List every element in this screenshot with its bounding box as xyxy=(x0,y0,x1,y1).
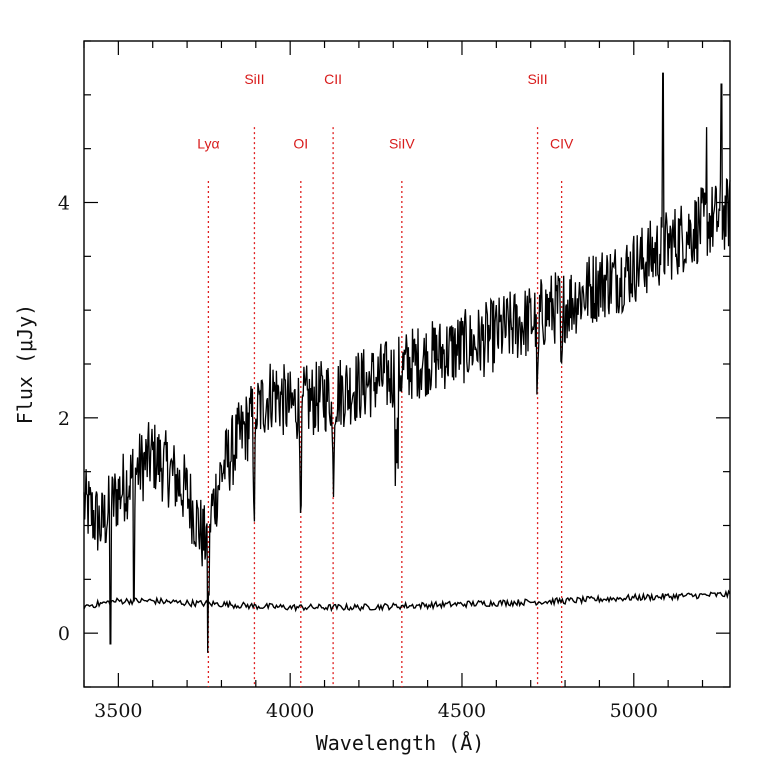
spectrum-series xyxy=(83,72,731,653)
axis-ticks xyxy=(83,40,730,688)
line-marker-label: CIV xyxy=(550,136,574,152)
x-tick-label: 3500 xyxy=(94,700,142,722)
line-marker-label: SiIV xyxy=(389,136,415,152)
x-tick-label: 5000 xyxy=(610,700,658,722)
x-tick-label: 4500 xyxy=(438,700,486,722)
line-marker-label: SiII xyxy=(527,71,547,87)
y-tick-labels: 0 2 4 xyxy=(58,193,70,646)
error-line xyxy=(83,589,731,613)
line-marker-label: SiII xyxy=(244,71,264,87)
x-tick-label: 4000 xyxy=(266,700,314,722)
line-marker-label: CII xyxy=(324,71,342,87)
x-axis-title: Wavelength (Å) xyxy=(316,731,485,755)
spectral-line-markers: Lyα SiII OI CII SiIV SiII CIV xyxy=(197,71,574,687)
y-tick-label: 4 xyxy=(58,193,70,215)
flux-line xyxy=(83,72,731,653)
y-axis-title: Flux (μJy) xyxy=(13,304,37,424)
y-tick-label: 0 xyxy=(58,623,70,645)
x-tick-labels: 3500 4000 4500 5000 xyxy=(94,700,658,722)
line-marker-label: Lyα xyxy=(197,136,219,152)
y-tick-label: 2 xyxy=(58,408,70,430)
line-marker-label: OI xyxy=(293,136,308,152)
